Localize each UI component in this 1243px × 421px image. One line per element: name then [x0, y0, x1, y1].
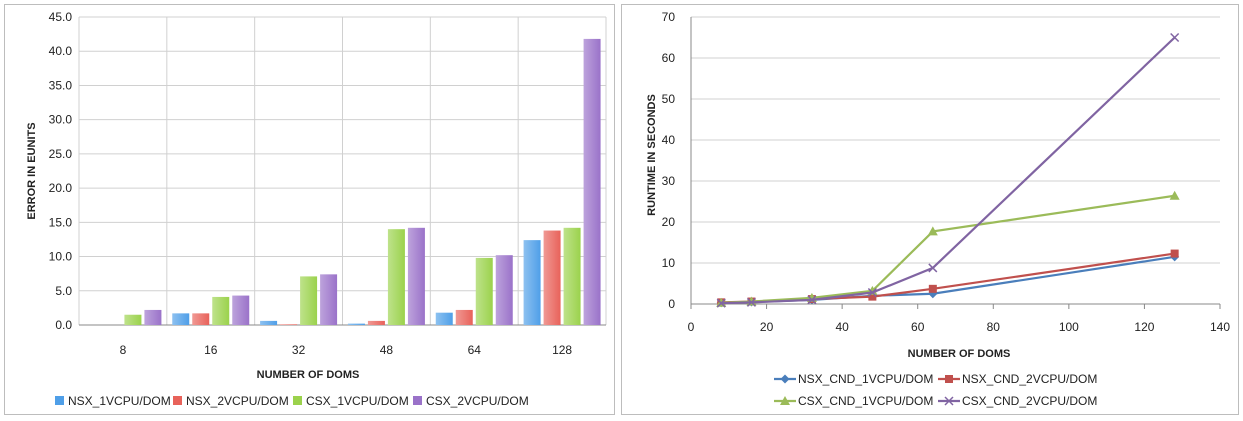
bar-y-tick-label: 45.0 [49, 10, 73, 24]
line-point-csx-cnd-2vcpu-dom [928, 263, 938, 273]
line-x-axis-title: NUMBER OF DOMS [908, 348, 1011, 360]
line-x-tick-label: 20 [760, 320, 774, 334]
line-x-tick-label: 100 [1059, 320, 1079, 334]
bar-y-tick-label: 40.0 [49, 44, 73, 58]
line-legend-marker [944, 396, 954, 406]
bar-csx-1vcpu-dom-64 [475, 257, 493, 325]
line-point-csx-cnd-2vcpu-dom [867, 287, 877, 298]
bar-x-tick-label: 16 [204, 343, 218, 357]
bar-legend-swatch [293, 396, 302, 405]
line-legend: NSX_CND_1VCPU/DOM NSX_CND_2VCPU/DOM CSX_CN… [774, 372, 1097, 408]
line-x-tick-label: 120 [1134, 320, 1154, 334]
bar-csx-1vcpu-dom-16 [212, 296, 230, 325]
bar-nsx-1vcpu-dom-16 [172, 313, 190, 325]
line-series-nsx-cnd-2vcpu-dom [721, 252, 1175, 304]
bar-nsx-1vcpu-dom-32 [260, 320, 278, 325]
line-point-nsx-cnd-2vcpu-dom [1170, 249, 1179, 258]
line-legend-marker [780, 396, 790, 405]
line-y-axis-title: RUNTIME IN SECONDS [646, 94, 658, 216]
line-y-tick-label: 10 [662, 256, 676, 270]
line-y-tick-label: 20 [662, 215, 676, 229]
line-chart-panel: 0 10 20 30 40 50 60 70 0 20 40 60 80 100 120 140 NUMBE… [621, 4, 1239, 415]
bar-nsx-1vcpu-dom-64 [435, 312, 453, 325]
bar-nsx-1vcpu-dom-128 [523, 240, 541, 325]
bar-nsx-2vcpu-dom-32 [280, 324, 298, 325]
bar-y-tick-label: 30.0 [49, 113, 73, 127]
bar-y-tick-label: 20.0 [49, 181, 73, 195]
line-y-tick-label: 60 [662, 51, 676, 65]
line-x-tick-label: 40 [835, 320, 849, 334]
line-point-csx-cnd-1vcpu-dom [927, 226, 938, 236]
line-point-nsx-cnd-2vcpu-dom [868, 292, 877, 301]
bar-nsx-2vcpu-dom-48 [367, 320, 385, 325]
line-legend-label: NSX_CND_2VCPU/DOM [962, 372, 1097, 386]
bar-nsx-2vcpu-dom-128 [543, 230, 561, 325]
line-legend-marker [945, 375, 953, 383]
bar-csx-2vcpu-dom-64 [495, 255, 513, 325]
line-point-csx-cnd-2vcpu-dom [807, 295, 817, 305]
bar-legend-swatch [413, 396, 422, 405]
bar-x-tick-label: 128 [552, 343, 572, 357]
line-y-tick-label: 70 [662, 10, 676, 24]
bar-nsx-2vcpu-dom-16 [192, 313, 210, 325]
bar-legend-swatch [173, 396, 182, 405]
line-legend-marker [780, 374, 790, 384]
line-point-nsx-cnd-2vcpu-dom [928, 284, 937, 293]
line-x-tick-label: 80 [987, 320, 1001, 334]
bar-legend-label: CSX_1VCPU/DOM [306, 394, 409, 408]
bar-x-tick-label: 64 [468, 343, 482, 357]
bar-csx-2vcpu-dom-8 [144, 309, 162, 325]
bar-x-tick-label: 48 [380, 343, 394, 357]
bar-legend-swatch [55, 396, 64, 405]
line-point-csx-cnd-2vcpu-dom [1170, 32, 1180, 43]
bar-y-tick-label: 5.0 [55, 284, 72, 298]
line-legend-label: CSX_CND_2VCPU/DOM [962, 394, 1097, 408]
line-series-csx-cnd-2vcpu-dom [721, 36, 1176, 305]
bar-y-tick-label: 0.0 [55, 318, 72, 332]
bar-x-axis-title: NUMBER OF DOMS [257, 369, 360, 381]
bar-y-tick-label: 10.0 [49, 250, 73, 264]
bar-nsx-1vcpu-dom-48 [347, 323, 365, 325]
line-legend-label: CSX_CND_1VCPU/DOM [798, 394, 933, 408]
line-x-tick-label: 0 [688, 320, 695, 334]
line-legend-label: NSX_CND_1VCPU/DOM [798, 372, 933, 386]
bar-csx-2vcpu-dom-48 [407, 227, 425, 325]
bar-csx-2vcpu-dom-16 [232, 295, 250, 325]
bar-csx-1vcpu-dom-32 [300, 276, 318, 325]
bar-chart-panel: 0.0 5.0 10.0 15.0 20.0 25.0 30.0 35.0 40.0 45.0 8… [4, 4, 615, 415]
line-point-csx-cnd-2vcpu-dom [746, 297, 756, 307]
line-point-csx-cnd-2vcpu-dom [716, 298, 726, 308]
bar-y-tick-label: 15.0 [49, 215, 73, 229]
line-chart: 0 10 20 30 40 50 60 70 0 20 40 60 80 100 120 140 NUMBE… [646, 10, 1230, 408]
bar-csx-1vcpu-dom-48 [387, 229, 405, 325]
line-y-tick-label: 30 [662, 174, 676, 188]
line-x-tick-label: 60 [911, 320, 925, 334]
bar-csx-1vcpu-dom-8 [124, 314, 142, 325]
line-y-tick-label: 0 [668, 297, 675, 311]
bar-nsx-2vcpu-dom-64 [455, 309, 473, 325]
bar-x-tick-label: 8 [120, 343, 127, 357]
line-point-csx-cnd-1vcpu-dom [1169, 190, 1180, 200]
bar-legend-label: NSX_1VCPU/DOM [68, 394, 171, 408]
bar-legend-label: CSX_2VCPU/DOM [426, 394, 529, 408]
bar-y-tick-label: 35.0 [49, 78, 73, 92]
bar-x-tick-label: 32 [292, 343, 306, 357]
line-y-tick-label: 50 [662, 92, 676, 106]
bar-legend: NSX_1VCPU/DOM NSX_2VCPU/DOM CSX_1VCPU/DOM C… [55, 394, 529, 408]
bar-y-tick-label: 25.0 [49, 147, 73, 161]
bar-chart: 0.0 5.0 10.0 15.0 20.0 25.0 30.0 35.0 40.0 45.0 8… [26, 10, 607, 408]
bar-csx-2vcpu-dom-128 [583, 38, 601, 325]
line-y-tick-label: 40 [662, 133, 676, 147]
bar-legend-label: NSX_2VCPU/DOM [186, 394, 289, 408]
bar-y-axis-title: ERROR IN EUNITS [26, 122, 38, 219]
bar-csx-2vcpu-dom-32 [320, 274, 338, 325]
line-x-tick-label: 140 [1210, 320, 1230, 334]
bar-csx-1vcpu-dom-128 [563, 227, 581, 325]
